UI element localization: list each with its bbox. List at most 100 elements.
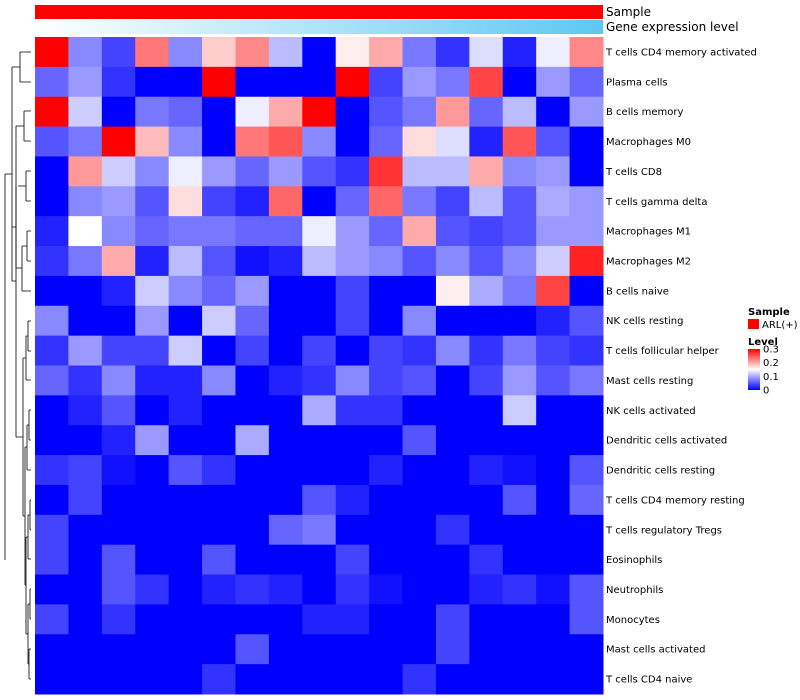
heatmap-cell: [435, 395, 470, 426]
heatmap-cell: [168, 514, 203, 546]
heatmap-cell: [168, 335, 203, 366]
heatmap-cell: [302, 634, 337, 665]
heatmap-cell: [268, 604, 303, 635]
heatmap-cell: [202, 66, 236, 98]
heatmap-cell: [369, 246, 404, 277]
heatmap-cell: [369, 156, 404, 187]
heatmap-cell: [101, 96, 136, 128]
heatmap-cell: [302, 455, 337, 486]
heatmap-cell: [168, 275, 203, 307]
heatmap-cell: [335, 66, 370, 98]
row-label: Plasma cells: [606, 77, 668, 88]
heatmap-cell: [335, 425, 370, 456]
heatmap-cell: [402, 186, 437, 217]
heatmap-cell: [402, 156, 437, 187]
heatmap-cell: [68, 216, 103, 247]
heatmap-cell: [536, 455, 571, 486]
row-label: T cells CD4 naive: [605, 675, 692, 686]
heatmap-cell: [202, 395, 236, 426]
heatmap-cell: [235, 664, 270, 695]
heatmap-cell: [335, 514, 370, 546]
heatmap-cell: [202, 246, 236, 277]
row-label: Monocytes: [606, 615, 660, 626]
heatmap-cell: [235, 96, 270, 128]
heatmap-cell: [268, 664, 303, 695]
heatmap-cell: [168, 126, 203, 157]
row-label: Mast cells resting: [606, 376, 693, 387]
heatmap-cell: [202, 335, 236, 366]
heatmap-cell: [202, 484, 236, 516]
row-label: T cells CD4 memory resting: [605, 495, 745, 506]
heatmap-cell: [435, 246, 470, 277]
heatmap-cell: [502, 365, 537, 396]
heatmap-cell: [435, 186, 470, 217]
heatmap-cell: [68, 634, 103, 665]
heatmap-cell: [135, 574, 170, 605]
heatmap-cell: [135, 96, 170, 128]
heatmap-cell: [135, 305, 170, 337]
heatmap-cell: [435, 365, 470, 396]
heatmap-cell: [469, 634, 504, 665]
heatmap-cell: [402, 604, 437, 635]
heatmap-cell: [168, 216, 203, 247]
heatmap-cell: [68, 604, 103, 635]
heatmap-cell: [335, 246, 370, 277]
heatmap-cell: [569, 335, 604, 366]
heatmap-cell: [101, 216, 136, 247]
heatmap-cell: [268, 156, 303, 187]
heatmap-cell: [135, 126, 170, 157]
heatmap-cell: [302, 246, 337, 277]
heatmap-cell: [168, 365, 203, 396]
heatmap-cell: [402, 514, 437, 546]
heatmap-cell: [469, 246, 504, 277]
heatmap-cell: [135, 66, 170, 98]
heatmap-cell: [202, 305, 236, 337]
heatmap-cell: [235, 305, 270, 337]
heatmap-cell: [35, 156, 69, 187]
heatmap-cell: [135, 335, 170, 366]
heatmap-cell: [402, 66, 437, 98]
heatmap-cells: [35, 37, 604, 695]
heatmap-cell: [302, 664, 337, 695]
heatmap-cell: [202, 455, 236, 486]
heatmap-cell: [335, 216, 370, 247]
heatmap-cell: [402, 305, 437, 337]
legend-level-title: Level: [748, 337, 778, 348]
heatmap-cell: [168, 37, 203, 68]
legend: Sample ARL(+) Level 0.3 0.2 0.1 0: [748, 307, 798, 397]
heatmap-cell: [469, 96, 504, 128]
heatmap-cell: [35, 365, 69, 396]
heatmap-cell: [536, 216, 571, 247]
heatmap-cell: [369, 66, 404, 98]
heatmap-cell: [469, 664, 504, 695]
heatmap-cell: [302, 604, 337, 635]
heatmap-cell: [302, 216, 337, 247]
heatmap-cell: [235, 66, 270, 98]
heatmap-cell: [502, 275, 537, 307]
heatmap-cell: [435, 156, 470, 187]
heatmap-cell: [168, 66, 203, 98]
heatmap-cell: [402, 216, 437, 247]
heatmap-cell: [101, 365, 136, 396]
heatmap-cell: [168, 186, 203, 217]
heatmap-cell: [569, 574, 604, 605]
heatmap-cell: [502, 186, 537, 217]
heatmap-cell: [268, 96, 303, 128]
heatmap-cell: [335, 335, 370, 366]
heatmap-cell: [335, 544, 370, 576]
heatmap-cell: [469, 216, 504, 247]
heatmap-cell: [536, 37, 571, 68]
heatmap-cell: [302, 126, 337, 157]
heatmap-cell: [502, 544, 537, 576]
heatmap-cell: [536, 395, 571, 426]
heatmap-cell: [135, 664, 170, 695]
heatmap-cell: [268, 484, 303, 516]
heatmap-cell: [35, 186, 69, 217]
heatmap-cell: [569, 514, 604, 546]
heatmap-cell: [335, 156, 370, 187]
heatmap-cell: [35, 246, 69, 277]
expression-track-label: Gene expression level: [606, 20, 739, 34]
heatmap-cell: [536, 604, 571, 635]
